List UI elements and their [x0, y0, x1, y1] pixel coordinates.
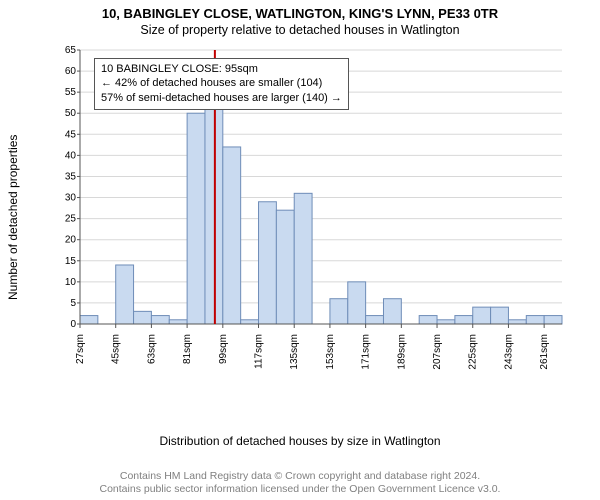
svg-text:15: 15 — [65, 256, 77, 267]
svg-text:207sqm: 207sqm — [432, 334, 443, 370]
svg-text:261sqm: 261sqm — [539, 334, 550, 370]
footer-line-2: Contains public sector information licen… — [0, 483, 600, 496]
info-line-2: ← 42% of detached houses are smaller (10… — [101, 76, 342, 90]
svg-text:35: 35 — [65, 171, 77, 182]
svg-text:65: 65 — [65, 46, 77, 56]
svg-text:243sqm: 243sqm — [503, 334, 514, 370]
svg-text:63sqm: 63sqm — [146, 334, 157, 364]
svg-text:5: 5 — [70, 298, 76, 309]
svg-text:30: 30 — [65, 193, 77, 204]
svg-text:60: 60 — [65, 66, 77, 77]
info-line-1: 10 BABINGLEY CLOSE: 95sqm — [101, 62, 342, 76]
svg-text:117sqm: 117sqm — [254, 334, 265, 369]
svg-text:171sqm: 171sqm — [361, 334, 372, 370]
svg-text:27sqm: 27sqm — [75, 334, 86, 364]
svg-text:40: 40 — [65, 150, 77, 161]
info-line-3: 57% of semi-detached houses are larger (… — [101, 91, 342, 105]
info-box: 10 BABINGLEY CLOSE: 95sqm ← 42% of detac… — [94, 58, 349, 110]
svg-text:50: 50 — [65, 108, 77, 119]
footer-line-1: Contains HM Land Registry data © Crown c… — [0, 470, 600, 483]
svg-text:0: 0 — [70, 319, 76, 330]
chart-container: 10, BABINGLEY CLOSE, WATLINGTON, KING'S … — [0, 0, 600, 500]
svg-text:135sqm: 135sqm — [289, 334, 300, 370]
y-axis-label: Number of detached properties — [6, 135, 20, 300]
svg-text:99sqm: 99sqm — [218, 334, 229, 364]
footer-attribution: Contains HM Land Registry data © Crown c… — [0, 470, 600, 496]
svg-text:81sqm: 81sqm — [182, 334, 193, 364]
svg-text:189sqm: 189sqm — [396, 334, 407, 370]
svg-text:45: 45 — [65, 129, 77, 140]
x-axis-label: Distribution of detached houses by size … — [0, 434, 600, 448]
svg-text:25: 25 — [65, 214, 77, 225]
svg-text:45sqm: 45sqm — [111, 334, 122, 364]
chart-subtitle: Size of property relative to detached ho… — [0, 21, 600, 41]
svg-text:20: 20 — [65, 235, 77, 246]
plot-area: 0 5 10 15 20 25 30 35 40 45 50 55 60 65 27sqm 45sqm 63sq… — [58, 46, 568, 376]
svg-text:10: 10 — [65, 277, 77, 288]
chart-title: 10, BABINGLEY CLOSE, WATLINGTON, KING'S … — [0, 0, 600, 21]
svg-text:225sqm: 225sqm — [468, 334, 479, 370]
svg-text:153sqm: 153sqm — [325, 334, 336, 370]
svg-text:55: 55 — [65, 87, 77, 98]
